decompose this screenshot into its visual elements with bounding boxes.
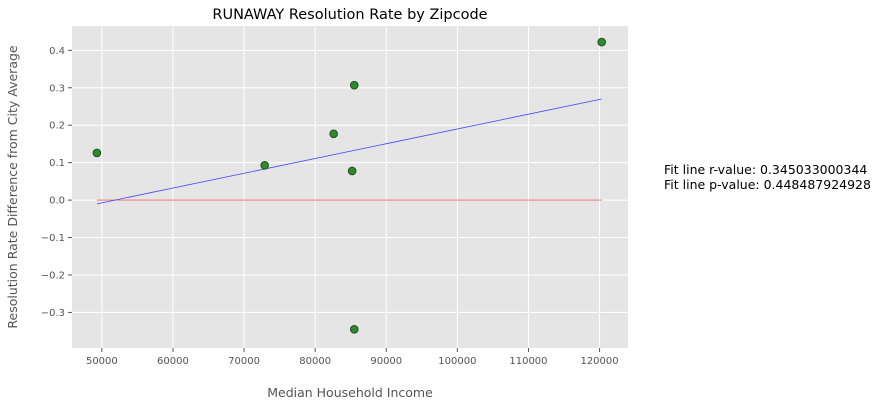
- y-tick-label: −0.2: [41, 270, 65, 281]
- data-point: [92, 148, 102, 158]
- y-axis-label: Resolution Rate Difference from City Ave…: [5, 45, 20, 329]
- data-point: [597, 37, 606, 47]
- data-points: [92, 37, 606, 334]
- x-tick-label: 80000: [299, 356, 331, 367]
- y-tick-label: 0.3: [49, 83, 65, 94]
- data-point: [349, 324, 359, 334]
- fit-r-value-annotation: Fit line r-value: 0.345033000344: [664, 162, 867, 177]
- y-tick-label: −0.1: [41, 233, 65, 244]
- x-axis-label: Median Household Income: [267, 385, 433, 400]
- x-tick-label: 50000: [86, 356, 118, 367]
- tick-labels: 50000 60000 70000 80000 90000 100000 110000 120…: [41, 46, 619, 367]
- data-point: [349, 80, 359, 90]
- data-point: [260, 160, 269, 170]
- plot-background: [72, 26, 628, 348]
- y-tick-label: 0.2: [49, 121, 65, 132]
- x-tick-label: 70000: [228, 356, 260, 367]
- y-tick-label: −0.3: [41, 308, 65, 319]
- x-tick-label: 90000: [370, 356, 402, 367]
- chart-title: RUNAWAY Resolution Rate by Zipcode: [212, 7, 487, 23]
- x-tick-label: 60000: [157, 356, 189, 367]
- y-tick-label: 0.4: [49, 46, 65, 57]
- data-point: [347, 166, 357, 176]
- fit-line: [96, 98, 602, 205]
- fit-p-value-annotation: Fit line p-value: 0.448487924928: [664, 177, 871, 192]
- reference-lines: [96, 98, 602, 205]
- data-point: [329, 129, 338, 139]
- x-tick-label: 120000: [580, 356, 618, 367]
- x-tick-label: 100000: [438, 356, 476, 367]
- y-tick-label: 0.0: [49, 196, 65, 207]
- y-tick-label: 0.1: [49, 158, 65, 169]
- x-tick-label: 110000: [509, 356, 547, 367]
